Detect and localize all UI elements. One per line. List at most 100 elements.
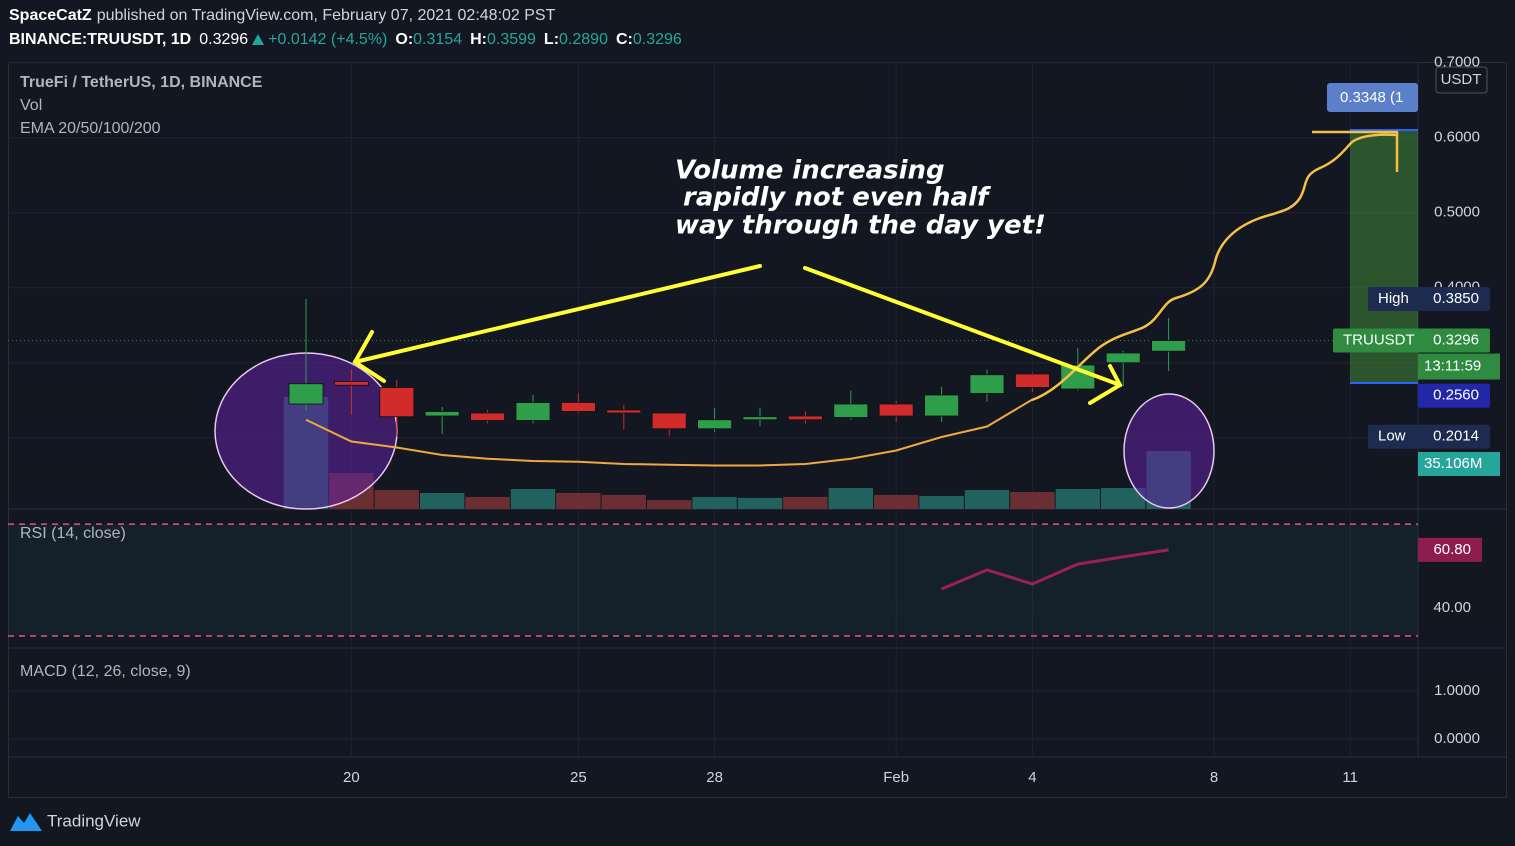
x-tick-label: 20 [343, 769, 360, 786]
volume-bar [964, 490, 1010, 509]
volume-bar [783, 496, 828, 509]
projection [1031, 133, 1398, 402]
macd-title: MACD (12, 26, close, 9) [20, 663, 191, 680]
annotation: way through the day yet! [675, 211, 1046, 241]
up-icon [252, 34, 265, 45]
candle-body [470, 412, 506, 421]
candle-body [833, 403, 869, 418]
logo: TradingView [10, 811, 141, 831]
x-tick-label: 28 [706, 769, 723, 786]
countdown-badge [1418, 353, 1500, 380]
annotation: rapidly not even half [683, 183, 992, 213]
rsi-title: RSI (14, close) [20, 525, 126, 542]
position-label: 0.3348 (1 [1340, 89, 1403, 106]
candle-body [333, 381, 369, 386]
price-badge [1333, 328, 1490, 353]
volume-bar [1055, 489, 1100, 509]
ohlc-key: C: [615, 31, 633, 48]
price-badge [1368, 287, 1490, 311]
candle-body [424, 411, 460, 417]
candle-body [1105, 352, 1141, 364]
axis-unit: USDT [1441, 71, 1482, 88]
candle-body [561, 402, 596, 412]
rsi-badge [1418, 537, 1482, 562]
x-tick-label: 25 [570, 769, 587, 786]
last: 0.3296 [199, 31, 249, 48]
y-tick-label: 1.0000 [1434, 682, 1480, 699]
ohlc-value: 0.2890 [559, 31, 608, 48]
symbol: BINANCE:TRUUSDT, 1D [9, 31, 192, 48]
ellipse [1123, 393, 1215, 509]
arrow-head [1088, 364, 1123, 405]
badge-name: TRUUSDT [1343, 332, 1415, 349]
ohlc-key: H: [470, 31, 487, 48]
logo-text: TradingView [47, 811, 141, 830]
volume-bar [737, 497, 783, 509]
badge-name: Low [1378, 428, 1406, 445]
pane-title: TrueFi / TetherUS, 1D, BINANCE [20, 74, 263, 91]
position-badge [1327, 83, 1418, 112]
volume-legend: Vol [20, 97, 42, 114]
logo-icon [10, 813, 42, 831]
candle-body [651, 412, 687, 430]
volume-bar [1010, 491, 1055, 509]
volume-bar [420, 492, 465, 509]
x-tick-label: Feb [883, 769, 909, 786]
y-tick-label: 0.7000 [1434, 54, 1480, 71]
candle-body [878, 403, 914, 417]
y-tick-label: 40.00 [1433, 599, 1471, 616]
volume-bar [1101, 488, 1146, 509]
candle-body [288, 383, 324, 405]
candle-body [515, 402, 551, 421]
candle-body [1151, 340, 1186, 352]
rsi-badge-label: 60.80 [1433, 541, 1471, 558]
volume-bar [874, 494, 919, 509]
rsi-line [941, 548, 1169, 591]
x-tick-label: 8 [1210, 769, 1218, 786]
arrow [803, 266, 1122, 387]
arrow [353, 264, 762, 364]
volume-badge-label: 35.106M [1424, 455, 1482, 472]
volume-badge [1418, 452, 1500, 476]
drawings: Volume increasing rapidly not even half … [352, 129, 1418, 405]
volume-bar [465, 496, 510, 509]
badge-value: 0.3850 [1433, 290, 1479, 307]
candle-body [969, 374, 1005, 394]
badge-value: 0.2560 [1433, 387, 1479, 404]
rsi-band-fill [8, 524, 1418, 636]
candle-body [379, 387, 415, 418]
arrow-head [352, 330, 386, 383]
x-tick-label: 11 [1342, 769, 1358, 786]
position-badge-clip: 0.3348 (1 [1340, 89, 1403, 106]
y-tick-label: 0.0000 [1434, 730, 1480, 747]
projection-mark [1312, 130, 1399, 172]
countdown: 13:11:59 [1424, 358, 1481, 375]
volume-bar [647, 500, 692, 509]
y-tick-label: 0.5000 [1434, 204, 1480, 221]
candle-body [1015, 373, 1050, 388]
badge-value: 0.2014 [1433, 428, 1479, 445]
ohlc: O:0.3154 H:0.3599 L:0.2890 C:0.3296 [387, 31, 681, 48]
change: +0.0142 (+4.5%) [268, 31, 388, 48]
candle-body [788, 415, 823, 421]
volume-bar [919, 495, 964, 509]
candle-body [742, 416, 778, 421]
ohlc-value: 0.3296 [632, 31, 682, 48]
ema-line [305, 398, 1033, 467]
ohlc-value: 0.3154 [413, 31, 463, 48]
ohlc-key: O: [395, 31, 414, 48]
published: published on TradingView.com, February 0… [96, 7, 556, 24]
badge-value: 0.3296 [1433, 332, 1479, 349]
author: SpaceCatZ [9, 7, 92, 24]
annotation: Volume increasing [675, 156, 945, 186]
unit-box [1435, 66, 1488, 94]
candle-body [697, 419, 732, 430]
price-badge [1418, 383, 1490, 408]
volume-bar [692, 496, 737, 509]
publish-line: SpaceCatZ published on TradingView.com, F… [9, 7, 555, 25]
volume-bar [828, 488, 873, 509]
candle-body [924, 394, 959, 417]
badge-name: High [1378, 290, 1409, 307]
